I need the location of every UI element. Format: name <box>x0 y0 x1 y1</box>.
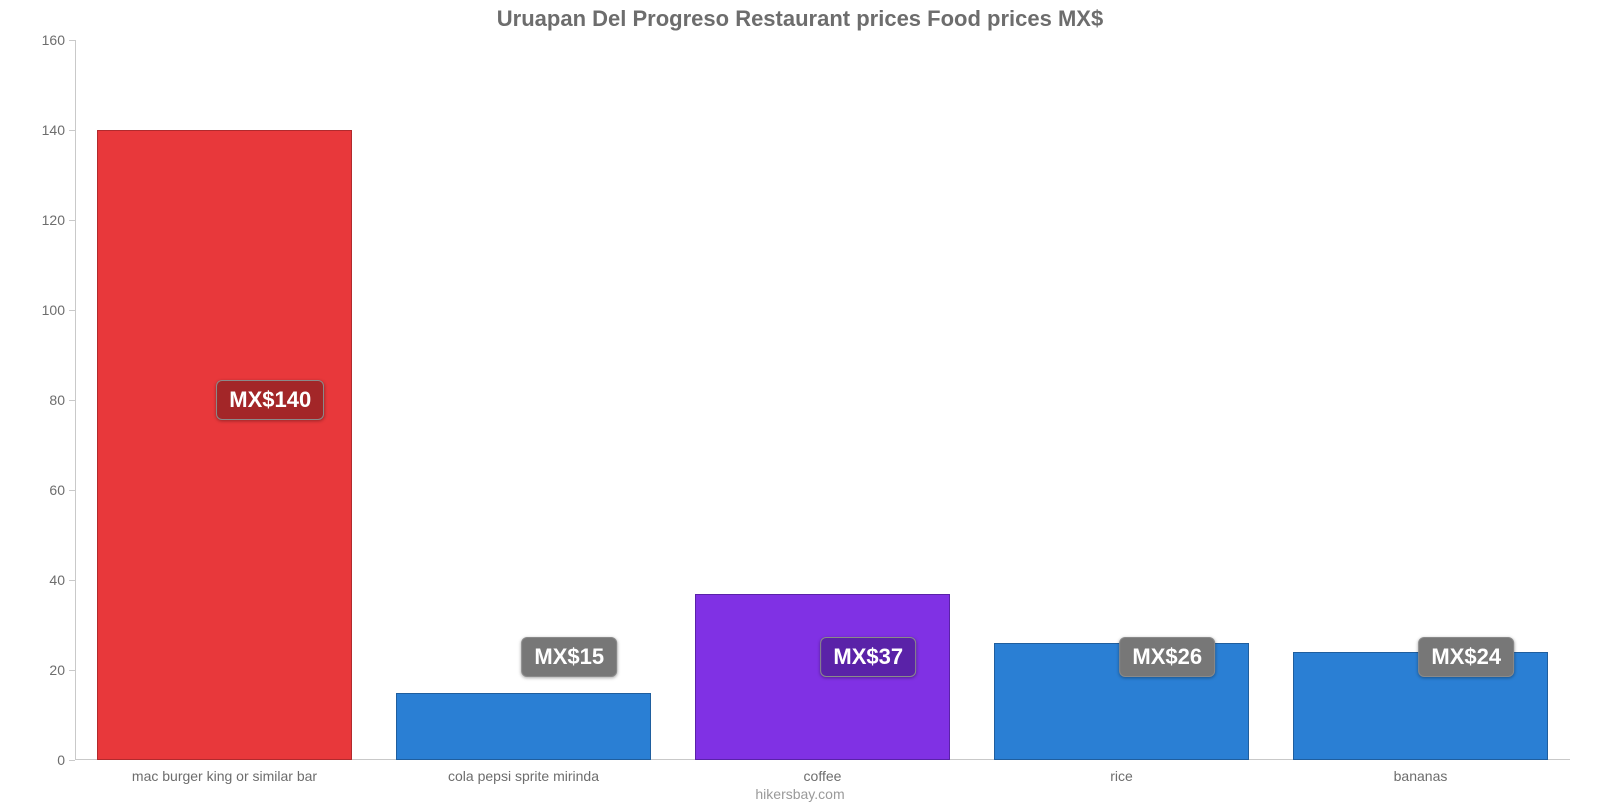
y-tick <box>69 40 75 41</box>
y-tick <box>69 580 75 581</box>
y-tick <box>69 760 75 761</box>
price-chart: Uruapan Del Progreso Restaurant prices F… <box>0 0 1600 800</box>
y-tick-label: 40 <box>49 572 65 588</box>
x-tick-label: rice <box>1110 768 1133 784</box>
value-badge: MX$140 <box>216 380 324 420</box>
y-tick <box>69 130 75 131</box>
y-tick-label: 140 <box>42 122 65 138</box>
plot-area: 020406080100120140160MX$140mac burger ki… <box>75 40 1570 760</box>
value-badge: MX$37 <box>820 637 916 677</box>
y-tick-label: 60 <box>49 482 65 498</box>
y-tick <box>69 220 75 221</box>
y-tick <box>69 670 75 671</box>
x-tick-label: coffee <box>804 768 842 784</box>
y-tick-label: 20 <box>49 662 65 678</box>
y-tick <box>69 310 75 311</box>
y-tick <box>69 400 75 401</box>
value-badge: MX$15 <box>521 637 617 677</box>
bar <box>695 594 949 761</box>
y-tick-label: 80 <box>49 392 65 408</box>
value-badge: MX$24 <box>1418 637 1514 677</box>
x-tick-label: cola pepsi sprite mirinda <box>448 768 599 784</box>
x-tick-label: mac burger king or similar bar <box>132 768 317 784</box>
y-tick-label: 120 <box>42 212 65 228</box>
y-tick <box>69 490 75 491</box>
y-axis <box>75 40 76 760</box>
y-tick-label: 0 <box>57 752 65 768</box>
value-badge: MX$26 <box>1119 637 1215 677</box>
bar <box>396 693 650 761</box>
bar <box>97 130 351 760</box>
y-tick-label: 100 <box>42 302 65 318</box>
y-tick-label: 160 <box>42 32 65 48</box>
chart-title: Uruapan Del Progreso Restaurant prices F… <box>0 6 1600 32</box>
x-tick-label: bananas <box>1394 768 1448 784</box>
